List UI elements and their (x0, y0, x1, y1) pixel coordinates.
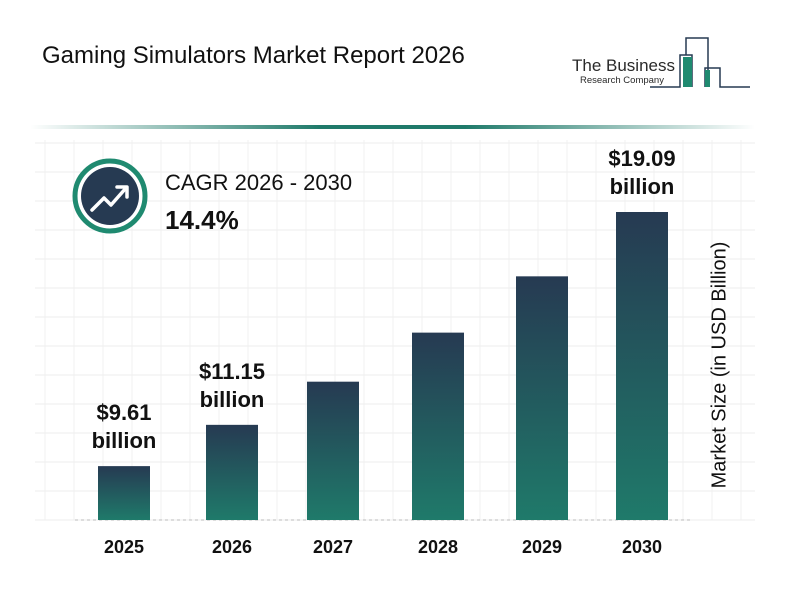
cagr-value: 14.4% (165, 205, 239, 235)
bar-2027 (307, 381, 359, 520)
trending-up-icon (90, 186, 128, 212)
bar-2028 (412, 332, 464, 520)
x-tick-label: 2027 (313, 537, 353, 557)
data-label-unit: billion (92, 428, 157, 453)
bar-2026 (206, 424, 258, 520)
x-tick-label: 2029 (522, 537, 562, 557)
divider (30, 125, 755, 129)
x-tick-label: 2028 (418, 537, 458, 557)
x-tick-label: 2030 (622, 537, 662, 557)
bar-2025 (98, 466, 150, 520)
data-label-unit: billion (200, 387, 265, 412)
bar-2030 (616, 212, 668, 520)
data-label: $19.09 (608, 146, 675, 171)
data-label: $11.15 (199, 359, 265, 384)
x-tick-label: 2025 (104, 537, 144, 557)
page-title: Gaming Simulators Market Report 2026 (42, 42, 465, 69)
cagr-label: CAGR 2026 - 2030 (165, 170, 353, 195)
x-tick-label: 2026 (212, 537, 252, 557)
cagr-icon (72, 158, 148, 234)
logo-icon (650, 37, 750, 88)
data-label: $9.61 (96, 400, 151, 425)
y-axis-label: Market Size (in USD Billion) (708, 241, 731, 489)
data-label-unit: billion (610, 174, 675, 199)
logo-text: The Business (572, 56, 675, 75)
bar-2029 (516, 276, 568, 520)
logo-subtext: Research Company (580, 75, 664, 86)
